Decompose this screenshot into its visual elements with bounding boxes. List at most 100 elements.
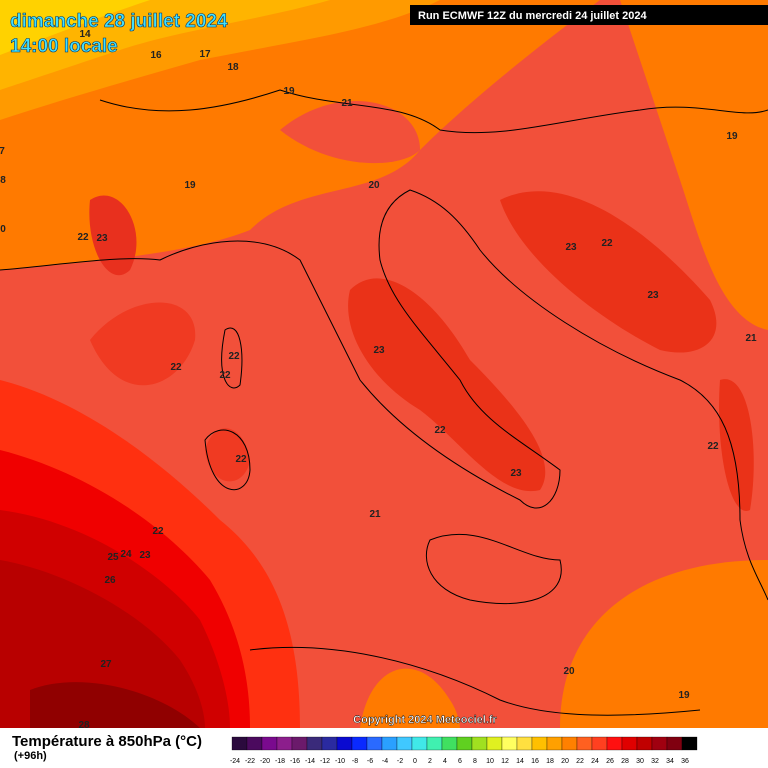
scale-swatch	[306, 736, 323, 751]
scale-swatch	[336, 736, 353, 751]
scale-label: -22	[245, 758, 255, 765]
coast	[249, 646, 701, 716]
scale-swatch	[516, 736, 533, 751]
scale-label: -10	[335, 758, 345, 765]
scale-swatch	[501, 736, 518, 751]
scale-swatch	[231, 736, 248, 751]
scale-label: 28	[621, 758, 629, 765]
yellow-zone	[0, 0, 150, 55]
scale-label: 22	[576, 758, 584, 765]
scale-label: 6	[458, 758, 462, 765]
contour-label: 23	[565, 242, 577, 253]
scale-label: -8	[352, 758, 358, 765]
coastlines	[0, 89, 768, 716]
contour-label: 23	[373, 345, 385, 356]
scale-swatch	[261, 736, 278, 751]
sardinia	[204, 429, 251, 491]
contour-label: 27	[100, 659, 112, 670]
warm-pocket	[90, 302, 196, 386]
scale-label: -14	[305, 758, 315, 765]
scale-swatch	[546, 736, 563, 751]
scale-label: 30	[636, 758, 644, 765]
scale-swatch	[576, 736, 593, 751]
scale-label: -16	[290, 758, 300, 765]
scale-swatch	[621, 736, 638, 751]
scale-label: 4	[443, 758, 447, 765]
scale-label: -6	[367, 758, 373, 765]
scale-label: 14	[516, 758, 524, 765]
scale-label: 16	[531, 758, 539, 765]
contour-label: 20	[563, 666, 575, 677]
scale-swatch	[456, 736, 473, 751]
run-info: Run ECMWF 12Z du mercredi 24 juillet 202…	[418, 10, 647, 22]
scale-label: -18	[275, 758, 285, 765]
contour-label: 25	[107, 552, 119, 563]
contour-label: 22	[77, 232, 89, 243]
contour-label: 19	[726, 131, 738, 142]
contour-label: 21	[341, 98, 353, 109]
warm-pocket	[89, 195, 137, 276]
contour-label: 20	[368, 180, 380, 191]
scale-swatch	[486, 736, 503, 751]
scale-swatch	[681, 736, 698, 751]
orange-zone	[360, 668, 460, 728]
scale-swatch	[366, 736, 383, 751]
contour-label: 22	[170, 362, 182, 373]
scale-label: -24	[230, 758, 240, 765]
contour-label: 0	[0, 224, 6, 235]
run-box	[410, 5, 768, 25]
contour-label: 28	[78, 720, 90, 728]
scale-swatch	[591, 736, 608, 751]
contour-label: 22	[152, 526, 164, 537]
contour-label: 21	[745, 333, 757, 344]
footer: Température à 850hPa (°C) (+96h) -24 -22-…	[12, 733, 698, 765]
contour-label: 22	[219, 370, 231, 381]
contour-label: 21	[369, 509, 381, 520]
warm-pocket	[719, 379, 754, 511]
warm-pocket	[500, 191, 717, 353]
scale-label: -2	[397, 758, 403, 765]
contour-label: 19	[678, 690, 690, 701]
contour-label: 22	[707, 441, 719, 452]
scale-label: 12	[501, 758, 509, 765]
scale-label: 36	[681, 758, 689, 765]
scale-swatch	[606, 736, 623, 751]
scale-swatch	[441, 736, 458, 751]
map: 14 16 17 18 19 21 19 20 22 23 23 22 23 21 22 22 22 23 22 22…	[0, 0, 768, 728]
border	[99, 89, 768, 134]
contour-label: 22	[601, 238, 613, 249]
warm-pocket	[280, 101, 420, 164]
contour-label: 17	[199, 49, 211, 60]
scale-label: -12	[320, 758, 330, 765]
scale-label: 10	[486, 758, 494, 765]
contour-label: 19	[283, 86, 295, 97]
scale-label: 20	[561, 758, 569, 765]
coast	[0, 189, 768, 601]
contour-label: 22	[228, 351, 240, 362]
scale-swatch	[276, 736, 293, 751]
contour-label: 22	[235, 454, 247, 465]
warm-pocket	[348, 278, 546, 492]
hot-zone	[30, 682, 200, 728]
scale-label: 32	[651, 758, 659, 765]
scale-swatch	[351, 736, 368, 751]
contour-label: 23	[647, 290, 659, 301]
scale-swatch	[321, 736, 338, 751]
contour-label: 7	[0, 146, 5, 157]
scale-label: 2	[428, 758, 432, 765]
contour-labels: 14 16 17 18 19 21 19 20 22 23 23 22 23 21 22 22 22 23 22 22…	[0, 29, 757, 728]
color-scale: -24 -22 -20 -18 -16 -14 -12 -10 -8 -6 -4 -2 0 2 4 6 8 10 1…	[230, 736, 698, 765]
contour-label: 16	[150, 50, 162, 61]
contour-label: 19	[184, 180, 196, 191]
scale-label: 8	[473, 758, 477, 765]
scale-swatch	[246, 736, 263, 751]
scale-swatch	[411, 736, 428, 751]
date: dimanche 28 juillet 2024	[10, 11, 228, 32]
warm-pocket	[205, 428, 250, 482]
scale-label: 24	[591, 758, 599, 765]
scale-label: 0	[413, 758, 417, 765]
scale-swatch	[651, 736, 668, 751]
contour-label: 24	[120, 549, 132, 560]
orange-zone	[560, 560, 768, 728]
